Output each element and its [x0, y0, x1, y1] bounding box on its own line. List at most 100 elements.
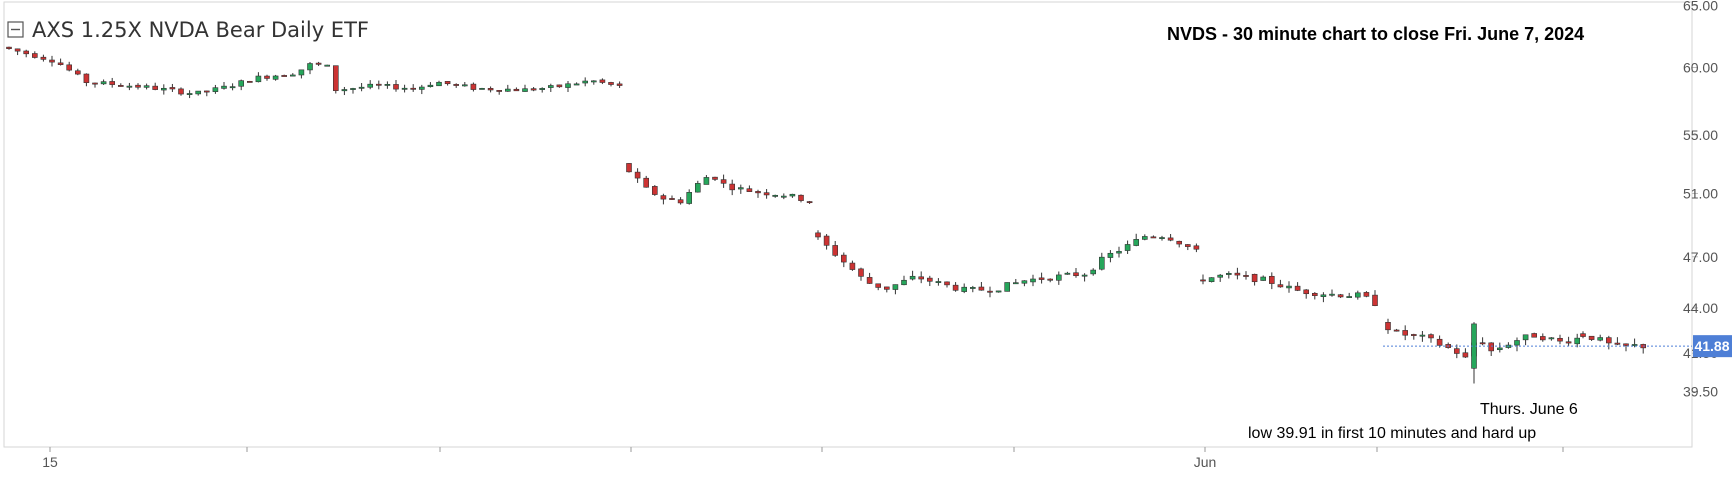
candle	[866, 272, 873, 284]
candle-body	[763, 192, 770, 196]
candle-body	[393, 84, 399, 90]
candle	[660, 193, 667, 205]
candle	[418, 84, 425, 95]
candle	[1574, 333, 1580, 348]
candle-body	[1193, 245, 1200, 250]
candle	[1531, 332, 1537, 338]
y-tick-label: 44.00	[1683, 300, 1718, 316]
candle-body	[57, 62, 64, 65]
candle	[1251, 273, 1258, 286]
candle-body	[987, 290, 993, 293]
candle-body	[14, 48, 21, 52]
candle-body	[161, 87, 167, 91]
candle-body	[772, 194, 779, 197]
candle	[1565, 336, 1572, 347]
candle-body	[496, 90, 503, 92]
candle-body	[780, 195, 787, 198]
candle	[1159, 235, 1165, 241]
candle	[75, 68, 81, 76]
annotation-low-line1: Thurs. June 6	[1480, 401, 1578, 418]
candle-body	[573, 83, 580, 86]
candle	[341, 86, 348, 96]
candle	[1614, 337, 1621, 346]
collapse-icon[interactable]	[7, 21, 24, 38]
annotation-low-line2: low 39.91 in first 10 minutes and hard u…	[1248, 425, 1536, 442]
candle-body	[1346, 296, 1352, 298]
candle	[626, 162, 632, 173]
candle-body	[1355, 292, 1361, 298]
candle-body	[289, 74, 296, 77]
candle-body	[840, 254, 847, 263]
candle-body	[1606, 337, 1612, 344]
candle-body	[1557, 337, 1563, 342]
candle-body	[1021, 280, 1028, 284]
candle	[729, 179, 736, 196]
candle	[1150, 235, 1157, 239]
candle-body	[118, 85, 124, 87]
candle-body	[504, 88, 511, 92]
candle	[1606, 335, 1612, 350]
candle	[1580, 331, 1586, 339]
candle	[1193, 243, 1200, 253]
candle	[315, 61, 322, 67]
candle-body	[341, 89, 348, 92]
candle	[1522, 334, 1529, 346]
candle	[281, 74, 288, 77]
candle	[1454, 344, 1460, 359]
candle-body	[969, 287, 976, 289]
candle	[118, 83, 124, 87]
x-tick-label: Jun	[1194, 454, 1217, 470]
candle-body	[1185, 244, 1191, 247]
candle-body	[1047, 278, 1053, 281]
candle	[1286, 281, 1292, 293]
candle	[92, 82, 98, 88]
candle	[324, 64, 331, 67]
candle	[935, 278, 942, 286]
candle	[135, 83, 141, 90]
candle	[375, 80, 382, 90]
candle-body	[935, 281, 942, 283]
candle-body	[539, 88, 546, 90]
plot-frame	[3, 1, 1693, 448]
candle-body	[238, 80, 244, 87]
candle-body	[1234, 272, 1241, 276]
candle-body	[1073, 272, 1079, 277]
candle	[720, 174, 727, 188]
candle	[858, 267, 864, 281]
candle-body	[1038, 277, 1045, 280]
candle-body	[1099, 256, 1105, 270]
candle	[1346, 292, 1352, 298]
candle-body	[1107, 252, 1114, 258]
candle	[1363, 291, 1370, 298]
candle-body	[712, 176, 718, 180]
candle-body	[1294, 285, 1301, 291]
candle	[221, 81, 227, 90]
candle-body	[281, 75, 288, 77]
candle-body	[608, 82, 614, 85]
candle-body	[461, 84, 468, 87]
candle-body	[83, 73, 90, 83]
candle	[1548, 337, 1555, 341]
candle	[616, 81, 623, 88]
candle	[590, 80, 597, 85]
candle	[703, 175, 710, 185]
candle	[1116, 246, 1122, 258]
candle	[789, 193, 796, 198]
candle	[1411, 333, 1417, 340]
candle	[1631, 338, 1638, 348]
candle-body	[1303, 289, 1309, 295]
low-candle	[1471, 322, 1477, 384]
candle	[255, 72, 262, 83]
candle	[1099, 252, 1105, 271]
candle-body	[401, 87, 408, 90]
candle	[573, 82, 580, 86]
candle	[307, 61, 313, 75]
candle-body	[616, 83, 623, 86]
candle	[1004, 282, 1011, 292]
candle	[1436, 335, 1443, 348]
candle-body	[952, 284, 959, 291]
candle-body	[1064, 272, 1071, 275]
candle	[410, 84, 417, 92]
candle	[143, 83, 150, 90]
candle	[901, 275, 907, 286]
